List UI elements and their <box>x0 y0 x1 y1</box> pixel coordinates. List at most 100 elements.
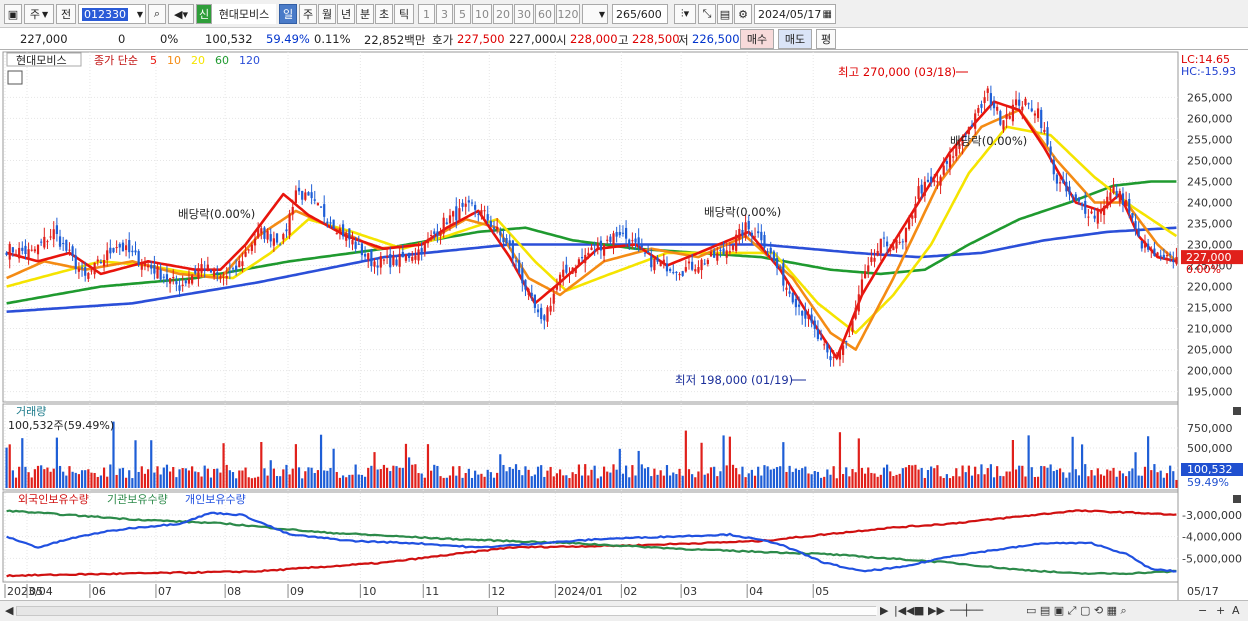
font-size-icon[interactable]: A <box>1232 604 1240 617</box>
price-panel-title: 현대모비스 <box>16 54 67 67</box>
sound-icon[interactable]: ◀▾ <box>168 4 194 24</box>
search-icon[interactable]: ⌕ <box>148 4 166 24</box>
volume-bar <box>442 477 445 488</box>
candle-body <box>609 236 612 242</box>
market-select[interactable]: 주 ▼ <box>24 4 54 24</box>
holdings-legend-item: 외국인보유수량 <box>18 493 89 506</box>
scroll-right-icon[interactable]: ▶ <box>880 604 889 617</box>
period-tick-tab[interactable]: 틱 <box>394 4 414 24</box>
volume-bar <box>1162 477 1165 488</box>
zoom-out-icon[interactable]: − <box>1198 604 1208 617</box>
current-pct-label: 0.00% <box>1186 263 1221 276</box>
volume-bar <box>637 450 640 488</box>
candle-body <box>253 238 257 246</box>
volume-bar <box>445 477 448 488</box>
window-icons[interactable]: ▭ ▤ ▣ ⤢ ▢ ⟲ ▦ ⌕ <box>1026 604 1127 617</box>
candle-body <box>926 179 930 182</box>
candle-body <box>772 251 775 261</box>
interval-1[interactable]: 1 <box>418 4 435 24</box>
volume-bar <box>1052 471 1055 488</box>
code-input[interactable]: 012330 ▼ <box>78 4 146 24</box>
candle-body <box>640 244 643 248</box>
date-input[interactable]: 2024/05/17 ▦ <box>754 4 836 24</box>
zoom-slider-icon[interactable]: ──┼── <box>950 604 984 617</box>
save-icon[interactable]: ▤ <box>717 4 733 24</box>
draw-tool-icon[interactable]: ⤡ <box>698 4 716 24</box>
volume-bar <box>436 465 439 488</box>
volume-bar <box>1172 471 1175 488</box>
volume-bar <box>514 464 518 488</box>
x-tick-label: 05 <box>29 585 43 598</box>
scroll-thumb[interactable] <box>497 607 877 615</box>
volume-bar <box>27 472 30 488</box>
stock-chart[interactable]: 265,000 260,000 255,000 250,000 245,000 240,0… <box>0 50 1248 600</box>
rewind-icon[interactable]: |◀◀ <box>894 604 915 617</box>
volume-bar <box>55 437 58 488</box>
candle-body <box>983 97 986 103</box>
candle-body <box>301 190 304 200</box>
volume-bar <box>222 443 225 488</box>
period-day-tab[interactable]: 일 <box>279 4 297 24</box>
volume-bar <box>426 444 430 488</box>
volume-bar <box>21 438 24 488</box>
interval-5[interactable]: 5 <box>454 4 471 24</box>
scroll-left-icon[interactable]: ◀ <box>5 604 14 617</box>
interval-30[interactable]: 30 <box>514 4 534 24</box>
sell-button[interactable]: 매도 <box>778 29 812 49</box>
interval-10[interactable]: 10 <box>472 4 492 24</box>
volume-bar <box>533 474 536 488</box>
volume-bar <box>367 467 370 488</box>
candle-body <box>681 271 684 276</box>
candle-body <box>709 251 713 257</box>
candle-body <box>332 219 335 229</box>
candle-body <box>508 240 511 246</box>
candle-type-icon[interactable]: ⫶▾ <box>674 4 696 24</box>
interval-20[interactable]: 20 <box>493 4 513 24</box>
period-week-tab[interactable]: 주 <box>299 4 317 24</box>
candle-body <box>807 314 810 319</box>
x-tick-label: 07 <box>158 585 172 598</box>
candle-body <box>439 231 442 236</box>
prev-button[interactable]: 전 <box>56 4 76 24</box>
volume-bar <box>128 470 131 488</box>
volume-bar <box>669 475 672 488</box>
candle-body <box>826 344 829 353</box>
period-month-tab[interactable]: 월 <box>318 4 336 24</box>
candle-body <box>203 269 206 271</box>
zoom-in-icon[interactable]: + <box>1216 604 1226 617</box>
period-minute-tab[interactable]: 분 <box>356 4 374 24</box>
volume-bar <box>200 476 203 488</box>
layout-icon[interactable]: ▣ <box>4 4 22 24</box>
candle-body <box>769 247 772 254</box>
interval-60[interactable]: 60 <box>535 4 555 24</box>
volume-bar <box>411 464 414 488</box>
period-year-tab[interactable]: 년 <box>337 4 355 24</box>
candle-body <box>329 222 332 224</box>
candle-body <box>1018 99 1021 106</box>
interval-dropdown[interactable]: ▼ <box>582 4 608 24</box>
volume-bar <box>901 468 904 488</box>
interval-120[interactable]: 120 <box>556 4 580 24</box>
volume-bar <box>341 475 345 488</box>
volume-bar <box>191 466 194 488</box>
horizontal-scrollbar[interactable] <box>16 606 877 616</box>
interval-3[interactable]: 3 <box>436 4 453 24</box>
volume-bar <box>760 475 763 488</box>
candle-body <box>247 249 250 251</box>
avg-button[interactable]: 평 <box>816 29 836 49</box>
x-tick-label: 09 <box>290 585 304 598</box>
gear-icon[interactable]: ⚙ <box>734 4 752 24</box>
volume-bar <box>848 476 851 488</box>
volume-bar <box>49 471 52 488</box>
period-second-tab[interactable]: 초 <box>375 4 393 24</box>
candle-body <box>357 243 360 245</box>
count-input[interactable]: 265/600 <box>612 4 668 24</box>
candle-body <box>958 143 961 149</box>
candle-body <box>848 336 851 338</box>
buy-button[interactable]: 매수 <box>740 29 774 49</box>
volume-bar <box>986 468 989 488</box>
candle-body <box>1137 228 1140 237</box>
stop-icon[interactable]: ■ <box>914 604 925 617</box>
play-icon[interactable]: ▶▶ <box>928 604 945 617</box>
candle-body <box>524 279 527 290</box>
